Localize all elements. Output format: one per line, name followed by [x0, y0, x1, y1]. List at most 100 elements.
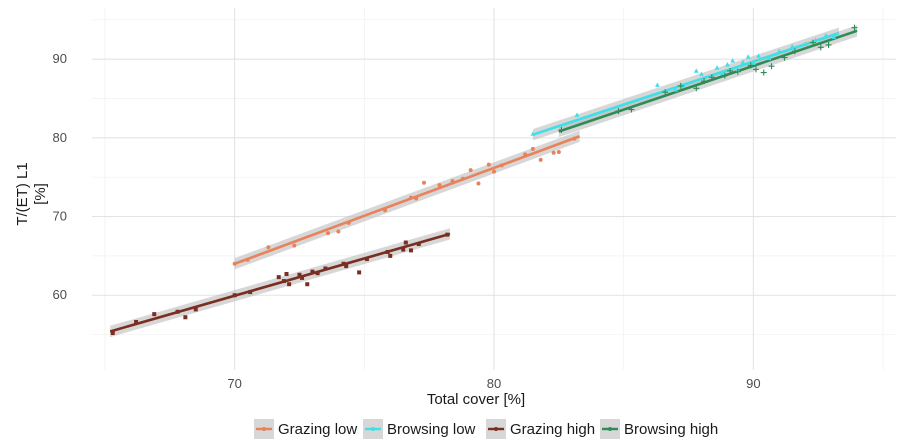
data-point — [323, 266, 328, 271]
data-point — [346, 220, 351, 225]
data-point — [152, 312, 157, 317]
data-point — [725, 62, 730, 67]
data-point — [499, 163, 504, 168]
y-tick-label: 60 — [53, 287, 67, 302]
x-tick-label: 90 — [746, 376, 760, 391]
data-point — [817, 44, 824, 51]
data-point — [693, 68, 699, 73]
y-axis-title-line-1: T/(ET) L1 — [14, 162, 31, 225]
data-point — [284, 271, 289, 276]
data-point — [825, 41, 832, 48]
data-point — [232, 293, 237, 298]
data-point — [701, 78, 708, 85]
data-point — [414, 196, 419, 201]
legend-item: Grazing low — [254, 419, 357, 439]
data-point — [766, 55, 772, 61]
y-tick-label: 90 — [53, 51, 67, 66]
data-point — [341, 261, 346, 266]
data-point — [734, 68, 741, 75]
data-point — [460, 176, 465, 181]
data-point — [310, 269, 315, 274]
data-point — [437, 183, 442, 188]
data-point — [193, 307, 198, 312]
data-point — [693, 85, 700, 92]
data-point — [740, 59, 746, 65]
data-point — [781, 54, 788, 61]
data-point — [551, 150, 556, 155]
data-point — [677, 82, 684, 89]
data-point — [248, 290, 253, 295]
data-point — [727, 67, 734, 74]
data-point — [409, 195, 414, 200]
data-point — [730, 58, 736, 63]
legend-label: Grazing low — [278, 421, 357, 438]
data-point — [476, 181, 481, 186]
fit-line — [558, 29, 858, 133]
data-point — [175, 309, 180, 314]
fit-lines — [109, 29, 858, 333]
data-point — [747, 62, 754, 69]
data-point — [558, 126, 565, 133]
data-point — [530, 131, 536, 136]
y-tick-labels: 60 70 80 90 — [53, 51, 67, 302]
data-point — [615, 108, 622, 115]
data-point — [776, 48, 782, 54]
data-point — [523, 152, 528, 157]
data-point — [791, 48, 798, 55]
data-point — [530, 146, 535, 151]
data-point — [292, 243, 297, 248]
data-point — [492, 169, 496, 174]
data-point — [750, 60, 756, 65]
data-point — [300, 275, 305, 280]
legend-label: Browsing high — [624, 421, 718, 438]
data-point — [326, 231, 331, 236]
data-point — [409, 248, 414, 253]
data-point — [383, 208, 388, 213]
data-point — [714, 65, 720, 70]
data-point — [416, 242, 421, 247]
data-point — [468, 168, 473, 173]
x-tick-labels: 70 80 90 — [227, 376, 760, 391]
data-point — [708, 74, 715, 81]
data-point — [401, 247, 406, 252]
data-points — [110, 24, 858, 336]
fit-line — [234, 135, 581, 265]
legend-key-marker — [262, 427, 266, 431]
data-point — [654, 82, 660, 87]
fit-line — [532, 31, 840, 136]
legend-item: Browsing high — [600, 419, 718, 439]
data-point — [445, 232, 450, 237]
data-point — [134, 319, 139, 324]
data-point — [305, 282, 310, 287]
data-point — [183, 315, 188, 320]
data-point — [276, 275, 281, 280]
data-point — [344, 264, 349, 269]
legend: Grazing low Browsing low Grazing high Brows… — [254, 419, 718, 439]
legend-item: Grazing high — [486, 419, 595, 439]
data-point — [628, 106, 635, 113]
x-tick-label: 70 — [227, 376, 241, 391]
data-point — [232, 261, 237, 266]
y-axis-title: T/(ET) L1 [%] — [14, 162, 49, 225]
data-point — [538, 157, 543, 162]
data-point — [789, 43, 795, 49]
x-tick-label: 80 — [487, 376, 501, 391]
data-point — [662, 89, 669, 96]
legend-label: Grazing high — [510, 421, 595, 438]
data-point — [388, 253, 393, 258]
confidence-bands — [110, 25, 858, 338]
legend-label: Browsing low — [387, 421, 476, 438]
legend-key-marker — [494, 427, 498, 431]
data-point — [287, 282, 292, 287]
data-point — [851, 24, 858, 31]
legend-key-marker — [371, 427, 375, 431]
x-axis-title: Total cover [%] — [427, 391, 525, 408]
data-point — [673, 87, 678, 92]
data-point — [699, 71, 704, 76]
y-tick-label: 80 — [53, 130, 67, 145]
data-point — [486, 162, 491, 167]
fit-line — [109, 232, 451, 333]
y-tick-label: 70 — [53, 209, 67, 224]
data-point — [572, 136, 577, 141]
